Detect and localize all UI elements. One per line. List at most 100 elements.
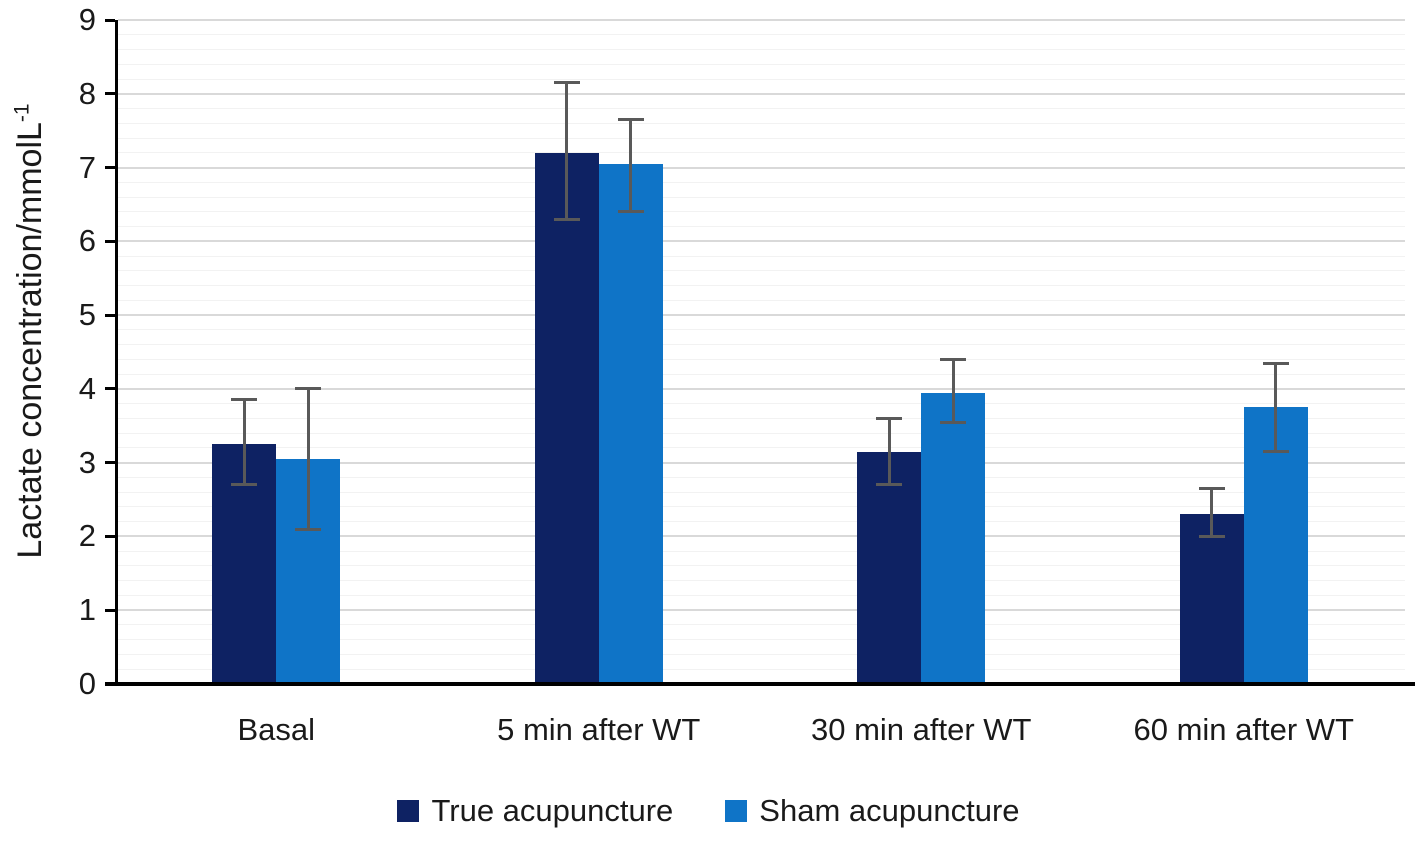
minor-gridline	[118, 152, 1405, 154]
error-bar-cap-bottom	[940, 420, 967, 424]
minor-gridline	[118, 417, 1405, 419]
error-bar-line	[951, 359, 955, 423]
minor-gridline	[118, 78, 1405, 80]
bar-sham-acupuncture	[598, 163, 663, 684]
minor-gridline	[118, 181, 1405, 183]
minor-gridline	[118, 653, 1405, 655]
major-gridline	[118, 535, 1405, 538]
minor-gridline	[118, 506, 1405, 508]
error-bar-line	[1210, 488, 1214, 537]
major-gridline	[118, 19, 1405, 21]
x-axis-line	[105, 682, 1415, 686]
minor-gridline	[118, 270, 1405, 272]
y-tick-mark	[105, 18, 115, 22]
minor-gridline	[118, 122, 1405, 124]
error-bar-cap-bottom	[231, 483, 258, 487]
legend: True acupuncture Sham acupuncture	[0, 793, 1417, 829]
major-gridline	[118, 92, 1405, 95]
y-tick-label: 7	[78, 149, 96, 185]
minor-gridline	[118, 49, 1405, 50]
minor-gridline	[118, 594, 1405, 596]
y-tick-mark	[105, 461, 115, 465]
minor-gridline	[118, 403, 1405, 405]
minor-gridline	[118, 137, 1405, 139]
minor-gridline	[118, 196, 1405, 198]
y-tick-mark	[105, 387, 115, 391]
x-category-label: 5 min after WT	[497, 712, 701, 747]
legend-item-sham-acupuncture: Sham acupuncture	[725, 793, 1020, 829]
error-bar-line	[887, 418, 891, 485]
major-gridline	[118, 461, 1405, 464]
minor-gridline	[118, 432, 1405, 434]
y-tick-mark	[105, 682, 115, 686]
minor-gridline	[118, 639, 1405, 641]
legend-swatch-icon	[397, 800, 420, 822]
minor-gridline	[118, 565, 1405, 567]
error-bar-cap-bottom	[295, 527, 322, 531]
minor-gridline	[118, 668, 1405, 670]
error-bar-line	[1274, 363, 1278, 452]
error-bar-cap-bottom	[1198, 534, 1225, 538]
x-category-label: 60 min after WT	[1133, 712, 1355, 747]
minor-gridline	[118, 285, 1405, 287]
minor-gridline	[118, 580, 1405, 582]
y-axis-line	[115, 20, 118, 686]
bar-true-acupuncture	[1179, 514, 1244, 684]
minor-gridline	[118, 299, 1405, 301]
legend-item-true-acupuncture: True acupuncture	[397, 793, 673, 829]
error-bar-line	[306, 388, 310, 530]
error-bar-cap-top	[617, 118, 644, 122]
error-bar-cap-bottom	[617, 210, 644, 214]
minor-gridline	[118, 108, 1405, 110]
bar-sham-acupuncture	[1243, 407, 1308, 684]
error-bar-cap-bottom	[1262, 450, 1289, 454]
error-bar-cap-top	[1198, 486, 1225, 490]
minor-gridline	[118, 63, 1405, 65]
minor-gridline	[118, 521, 1405, 523]
bar-sham-acupuncture	[921, 392, 986, 684]
x-category-label: Basal	[237, 712, 316, 747]
error-bar-cap-bottom	[876, 483, 903, 487]
bar-true-acupuncture	[857, 451, 922, 684]
x-category-label: 30 min after WT	[811, 712, 1032, 747]
minor-gridline	[118, 447, 1405, 449]
y-tick-label: 5	[78, 297, 96, 333]
error-bar-cap-bottom	[553, 217, 580, 221]
legend-label: Sham acupuncture	[759, 793, 1020, 828]
y-tick-label: 0	[78, 666, 96, 701]
y-tick-mark	[105, 313, 115, 317]
minor-gridline	[118, 255, 1405, 257]
y-tick-mark	[105, 534, 115, 538]
minor-gridline	[118, 329, 1405, 331]
y-tick-label: 3	[78, 444, 96, 480]
minor-gridline	[118, 624, 1405, 626]
error-bar-line	[242, 399, 246, 485]
error-bar-cap-top	[231, 398, 258, 402]
minor-gridline	[118, 358, 1405, 360]
legend-label: True acupuncture	[431, 793, 674, 828]
major-gridline	[118, 609, 1405, 612]
error-bar-cap-top	[1262, 361, 1289, 365]
legend-swatch-icon	[725, 800, 748, 822]
y-tick-mark	[105, 92, 115, 96]
error-bar-line	[629, 119, 633, 212]
minor-gridline	[118, 344, 1405, 346]
error-bar-line	[565, 82, 569, 220]
y-tick-label: 6	[78, 223, 96, 259]
bar-true-acupuncture	[534, 152, 599, 684]
minor-gridline	[118, 550, 1405, 552]
major-gridline	[118, 387, 1405, 390]
y-tick-label: 1	[78, 592, 96, 628]
error-bar-cap-top	[553, 81, 580, 85]
y-tick-label: 8	[78, 75, 96, 111]
minor-gridline	[118, 34, 1405, 36]
minor-gridline	[118, 226, 1405, 228]
y-tick-label: 9	[78, 2, 96, 37]
major-gridline	[118, 166, 1405, 169]
error-bar-cap-top	[876, 416, 903, 420]
y-tick-label: 4	[78, 370, 96, 406]
y-tick-mark	[105, 166, 115, 170]
major-gridline	[118, 240, 1405, 243]
minor-gridline	[118, 373, 1405, 375]
